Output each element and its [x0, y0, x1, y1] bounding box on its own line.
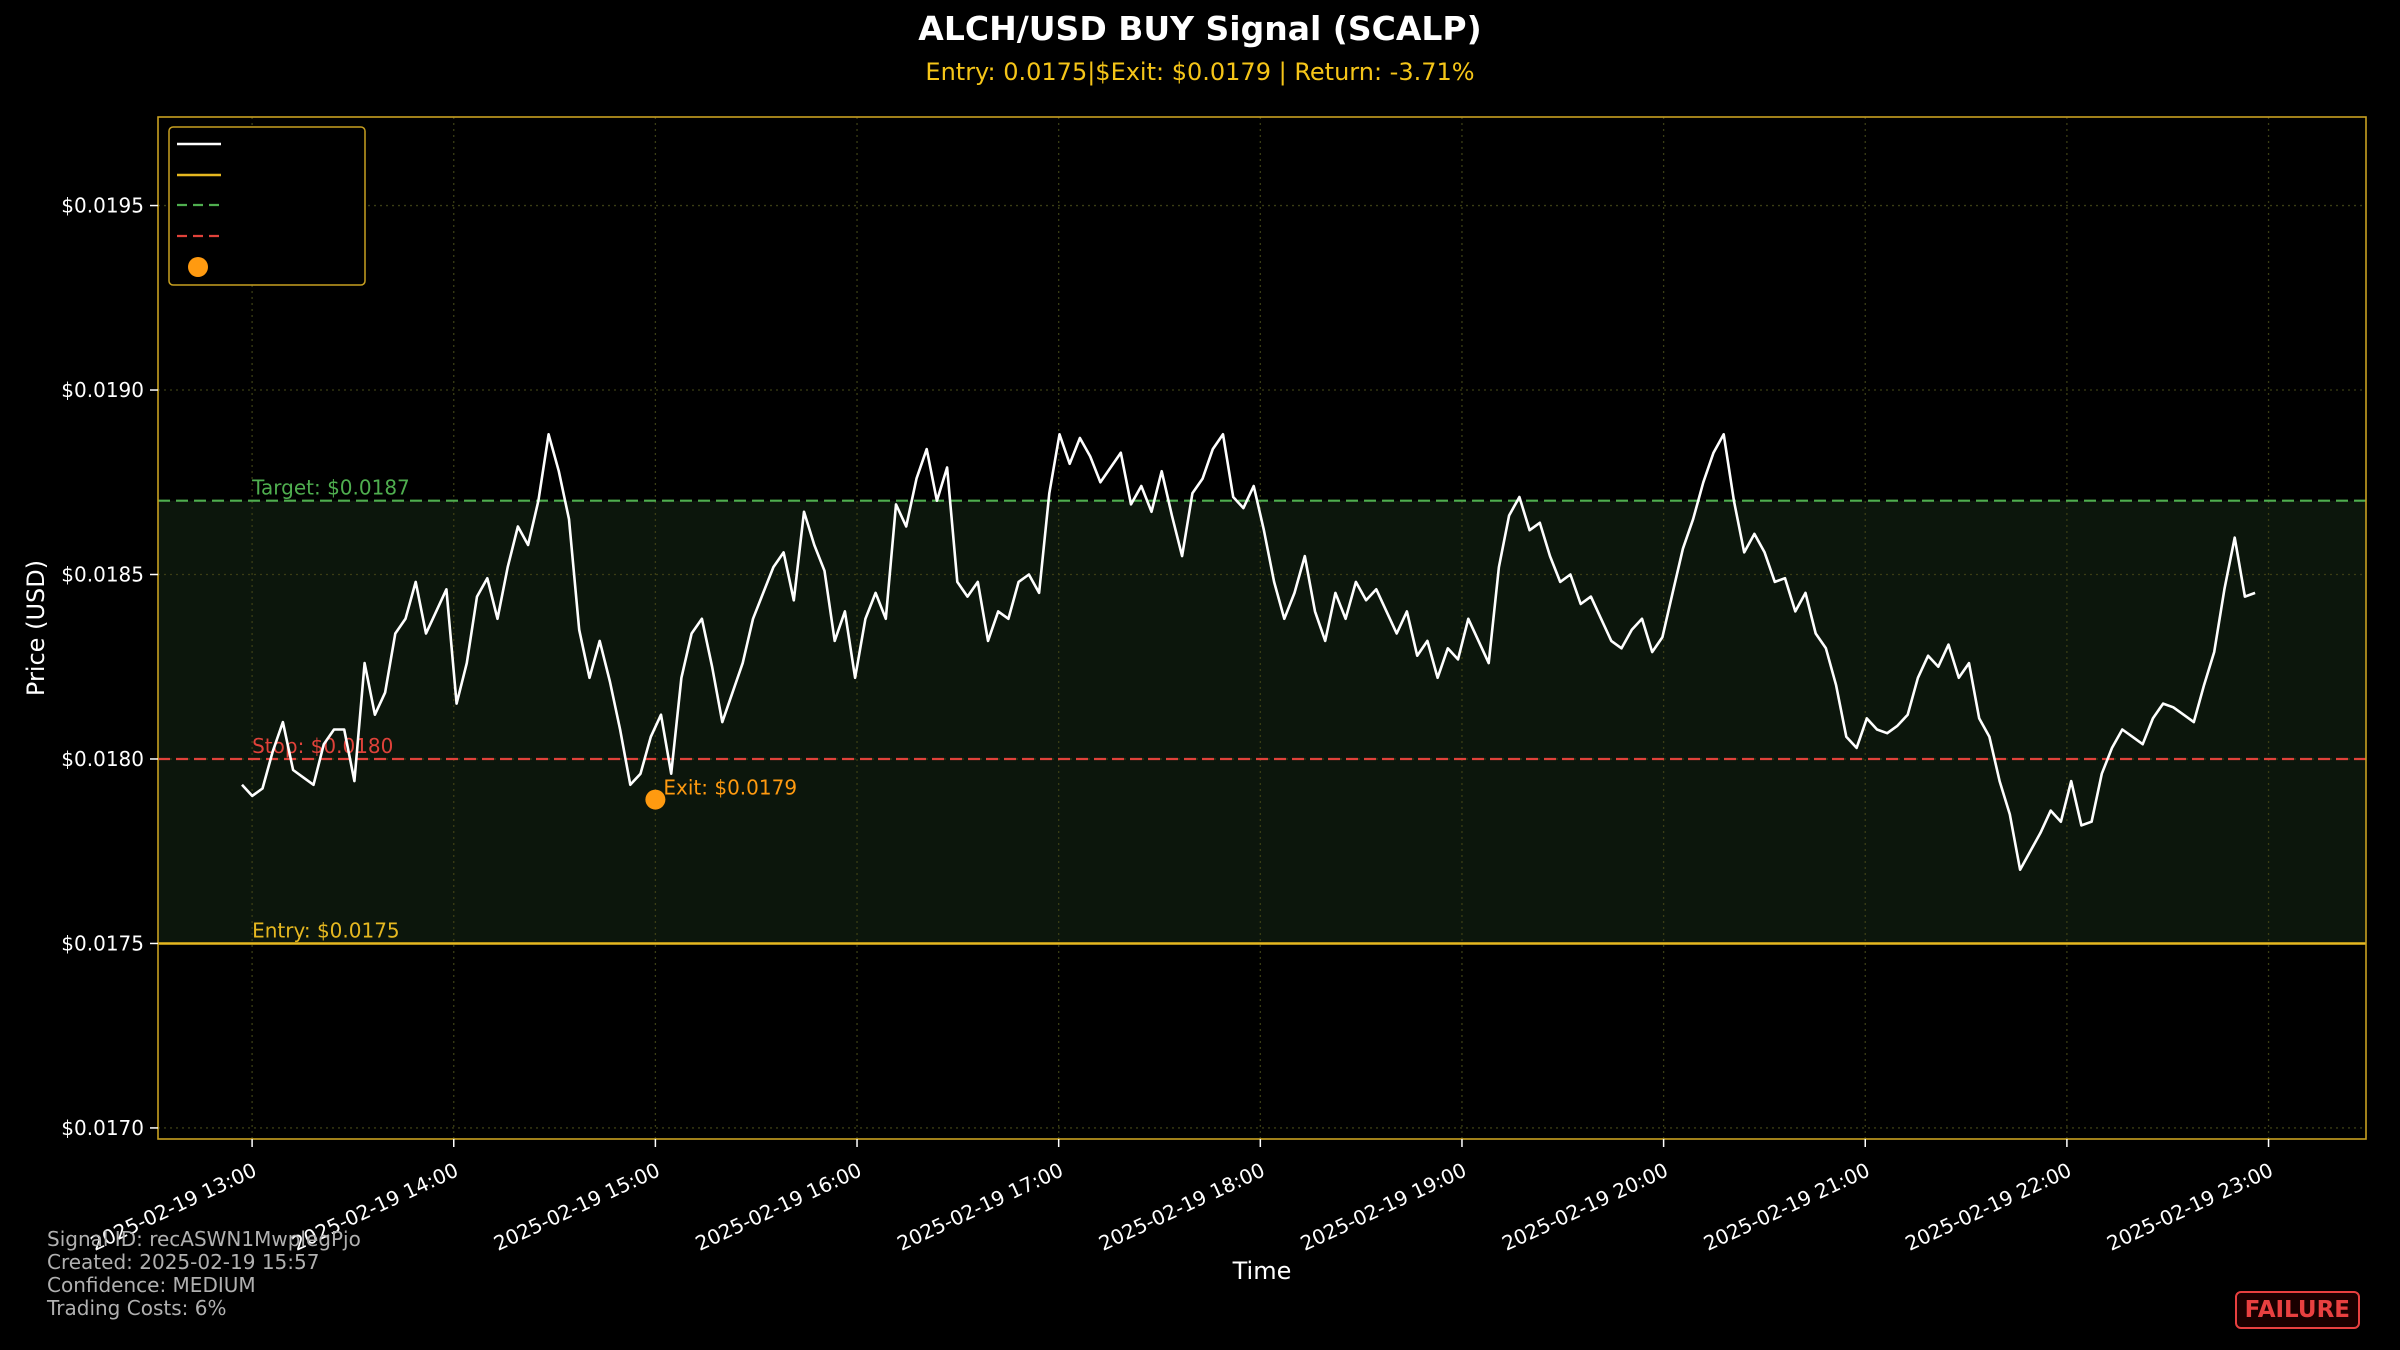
confidence: Confidence: MEDIUM — [47, 1273, 256, 1297]
target-label: Target: $0.0187 — [251, 476, 410, 500]
x-tick-label: 2025-02-19 20:00 — [1498, 1158, 1671, 1256]
x-tick-label: 2025-02-19 22:00 — [1902, 1158, 2075, 1256]
x-tick-label: 2025-02-19 15:00 — [490, 1158, 663, 1256]
legend — [168, 126, 366, 286]
exit-marker — [645, 789, 666, 810]
trading-costs: Trading Costs: 6% — [47, 1296, 227, 1320]
x-tick-label: 2025-02-19 18:00 — [1095, 1158, 1268, 1256]
entry-label: Entry: $0.0175 — [252, 918, 400, 942]
created-date: Created: 2025-02-19 15:57 — [47, 1250, 320, 1274]
x-tick-label: 2025-02-19 16:00 — [692, 1158, 865, 1256]
y-axis-label: Price (USD) — [22, 560, 50, 696]
profit-zone — [158, 500, 2366, 944]
exit-label: Exit: $0.0179 — [663, 776, 797, 800]
y-tick-label: $0.0190 — [61, 378, 144, 402]
x-tick-label: 2025-02-19 21:00 — [1700, 1158, 1873, 1256]
signal-metadata: Signal ID: recASWN1MwplegPjo Created: 20… — [47, 1228, 361, 1320]
legend-box — [168, 126, 366, 286]
plot-frame — [157, 116, 2367, 1140]
y-tick-label: $0.0175 — [61, 931, 144, 955]
x-axis-label: Time — [1232, 1257, 1292, 1285]
x-tick-label: 2025-02-19 23:00 — [2103, 1158, 2276, 1256]
price-line — [241, 432, 2256, 872]
status-badge: FAILURE — [2234, 1291, 2360, 1329]
plot-border — [157, 116, 2367, 1140]
price-series — [241, 432, 2256, 872]
y-axis-ticks: $0.0170 $0.0175 $0.0180 $0.0185 $0.0190 $0.01… — [61, 194, 158, 1140]
chart-title: ALCH/USD BUY Signal (SCALP) — [918, 9, 1481, 48]
exit-marker-group: Exit: $0.0179 — [645, 776, 797, 810]
y-tick-label: $0.0180 — [61, 747, 144, 771]
x-tick-label: 2025-02-19 17:00 — [893, 1158, 1066, 1256]
x-axis-ticks: 2025-02-19 13:00 2025-02-19 14:00 2025-02-… — [87, 1139, 2277, 1256]
y-tick-label: $0.0170 — [61, 1116, 144, 1140]
y-tick-label: $0.0195 — [61, 194, 144, 218]
x-tick-label: 2025-02-19 19:00 — [1297, 1158, 1470, 1256]
chart-subtitle: Entry: 0.0175|$Exit: $0.0179 | Return: -… — [925, 58, 1474, 86]
plot-background — [158, 500, 2366, 944]
signal-id: Signal ID: recASWN1MwplegPjo — [47, 1227, 361, 1251]
legend-exit-swatch — [188, 257, 208, 277]
y-tick-label: $0.0185 — [61, 563, 144, 587]
